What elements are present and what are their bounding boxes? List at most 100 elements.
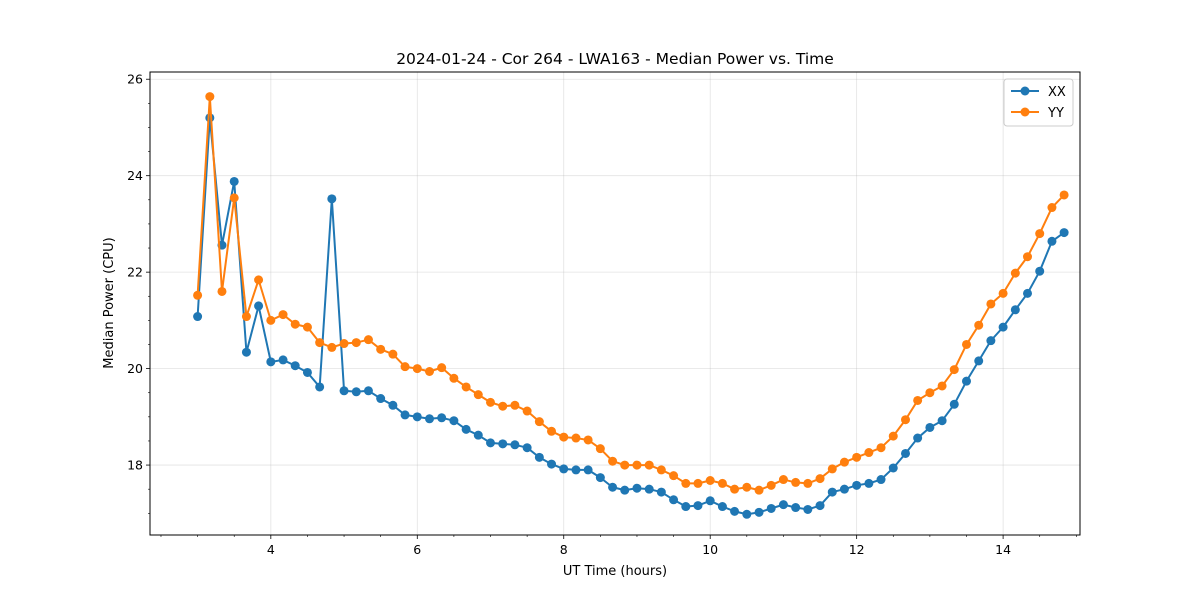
series-yy-point <box>742 482 752 492</box>
series-xx-point <box>852 480 862 490</box>
series-xx-point <box>730 506 740 516</box>
series-yy-point <box>278 310 288 320</box>
series-yy-point <box>376 344 386 354</box>
legend-xx-label: XX <box>1048 85 1066 100</box>
series-yy-point <box>937 381 947 391</box>
series-xx-point <box>742 509 752 519</box>
legend-xx-marker <box>1020 86 1030 96</box>
series-yy-point <box>998 288 1008 298</box>
series-yy-point <box>876 443 886 453</box>
series-xx-point <box>437 413 447 423</box>
series-yy-point <box>705 476 715 485</box>
series-xx-point <box>815 501 825 511</box>
series-xx <box>193 113 1069 519</box>
series-yy-point <box>571 433 581 443</box>
series-xx-point <box>363 386 373 396</box>
series-yy-point <box>962 339 971 349</box>
series-yy-point <box>205 92 215 102</box>
series-xx-point <box>486 438 496 448</box>
series-xx-point <box>888 463 898 473</box>
series-yy-point <box>681 478 691 488</box>
series-xx-point <box>571 465 581 475</box>
series-yy-point <box>241 312 251 322</box>
series-xx-point <box>1010 305 1020 315</box>
y-tick-label-24: 24 <box>127 168 143 183</box>
series-xx-point <box>376 394 386 404</box>
series-yy-point <box>400 362 410 372</box>
series-yy-point <box>717 478 727 488</box>
x-tick-label-8: 8 <box>560 542 568 557</box>
series-yy-point <box>547 426 557 436</box>
series-yy-point <box>803 478 813 488</box>
series-xx-point <box>302 367 312 377</box>
series-yy-point <box>925 388 935 398</box>
series-xx-point <box>449 416 459 426</box>
series-yy-point <box>302 322 312 332</box>
series-yy-point <box>193 290 203 300</box>
y-tick-label-22: 22 <box>127 265 143 280</box>
series-xx-point <box>547 459 557 469</box>
series-yy-point <box>510 400 520 410</box>
y-tick-label-26: 26 <box>127 72 143 87</box>
series-yy-point <box>693 478 703 488</box>
series-yy-point <box>522 406 532 416</box>
series-xx-point <box>937 416 947 426</box>
series-xx-point <box>644 484 654 494</box>
y-axis-label: Median Power (CPU) <box>102 237 117 368</box>
series-xx-point <box>559 464 569 474</box>
series-xx-point <box>901 448 910 458</box>
series-yy-point <box>1035 229 1045 239</box>
axis-ticks: 4 6 8 10 12 14 18 20 22 24 26 <box>127 72 1077 557</box>
series-xx-point <box>388 400 398 410</box>
series-yy-point <box>437 363 447 373</box>
series-xx-point <box>693 501 703 511</box>
series-xx-point <box>632 483 642 493</box>
series-xx-point <box>412 412 422 422</box>
series-yy-point <box>669 471 679 481</box>
series-xx-point <box>986 336 996 346</box>
legend-yy-marker <box>1020 107 1030 117</box>
series-xx-point <box>717 502 727 512</box>
series-xx-point <box>229 176 239 186</box>
series-xx-point <box>925 422 935 432</box>
series-yy-point <box>644 460 654 470</box>
series-xx-point <box>1035 266 1045 276</box>
series-xx-point <box>791 503 801 513</box>
x-tick-label-6: 6 <box>413 542 421 557</box>
series-yy-point <box>778 475 788 485</box>
series-xx-point <box>766 503 776 513</box>
series-yy-point <box>632 460 642 470</box>
series-yy-point <box>901 415 910 425</box>
series-yy-point <box>388 349 398 359</box>
series-xx-point <box>205 113 215 123</box>
series-xx-point <box>290 361 300 371</box>
series-xx-point <box>315 382 325 392</box>
series-yy-point <box>559 432 569 442</box>
series-yy-point <box>620 460 630 470</box>
series-yy-point <box>595 444 605 454</box>
x-tick-label-14: 14 <box>995 542 1011 557</box>
series-yy-point <box>974 320 984 330</box>
series-xx-point <box>400 410 410 420</box>
series-xx-point <box>803 504 813 514</box>
series-xx-point <box>1047 236 1057 246</box>
series-xx-point <box>595 473 605 483</box>
series-yy-point <box>1023 252 1032 262</box>
series-xx-point <box>351 387 361 397</box>
series-xx-point <box>241 347 251 357</box>
series-yy-point <box>864 448 874 458</box>
series-yy-point <box>754 485 764 495</box>
series-yy-point <box>461 382 471 392</box>
series-yy-point <box>351 338 361 348</box>
series-yy-point <box>363 335 373 345</box>
grid-lines <box>150 72 1080 535</box>
series-yy-point <box>425 367 435 376</box>
series-xx-point <box>778 500 788 510</box>
x-tick-label-12: 12 <box>849 542 865 557</box>
series-yy-point <box>827 464 837 474</box>
y-tick-label-20: 20 <box>127 361 143 376</box>
series-xx-point <box>473 430 483 440</box>
series-xx-point <box>193 312 203 322</box>
legend-yy-label: YY <box>1047 106 1064 121</box>
